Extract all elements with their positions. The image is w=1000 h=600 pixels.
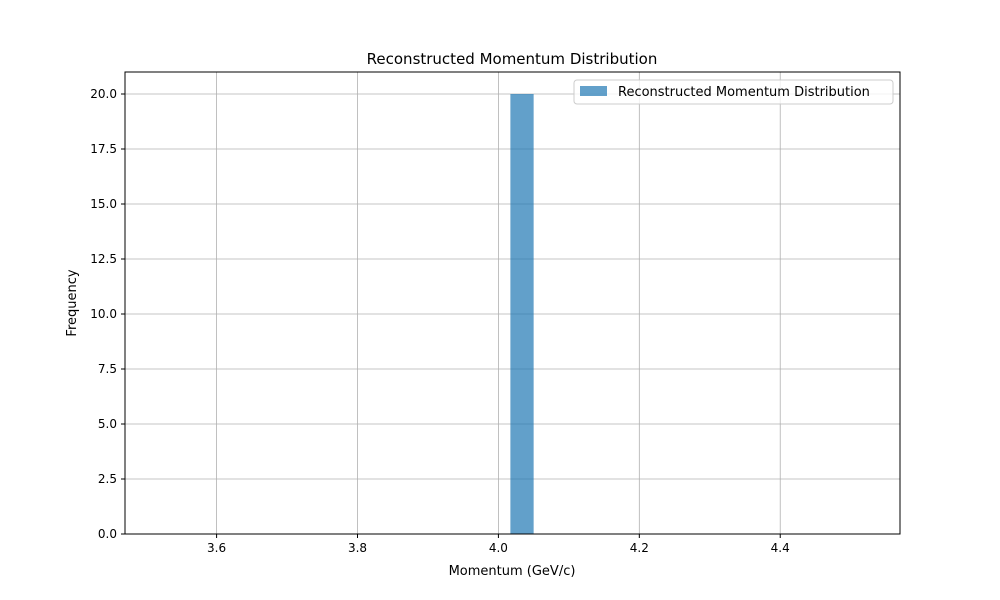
x-tick-label: 4.4 (771, 541, 790, 555)
bars-layer (510, 94, 534, 534)
y-tick-label: 0.0 (98, 527, 117, 541)
legend: Reconstructed Momentum Distribution (573, 79, 894, 105)
plot-area-frame (124, 71, 901, 535)
y-tick-label: 7.5 (98, 362, 117, 376)
y-tick-label: 2.5 (98, 472, 117, 486)
x-tick-label: 4.0 (489, 541, 508, 555)
legend-box (573, 79, 894, 105)
y-axis-ticks: 0.0 2.5 5.0 7.5 10.0 12.5 15.0 17.5 20.0 (90, 87, 125, 541)
x-tick-label: 3.8 (348, 541, 367, 555)
x-tick-label: 4.2 (630, 541, 649, 555)
legend-label: Reconstructed Momentum Distribution (618, 85, 870, 100)
y-tick-label: 12.5 (90, 252, 117, 266)
legend-swatch (580, 86, 607, 96)
chart-title: Reconstructed Momentum Distribution (367, 50, 658, 68)
y-tick-label: 15.0 (90, 197, 117, 211)
y-tick-label: 5.0 (98, 417, 117, 431)
x-axis-ticks: 3.6 3.8 4.0 4.2 4.4 (207, 534, 790, 555)
y-axis-label: Frequency (65, 269, 80, 336)
x-axis-label: Momentum (GeV/c) (449, 564, 576, 579)
y-tick-label: 10.0 (90, 307, 117, 321)
y-tick-label: 20.0 (90, 87, 117, 101)
y-tick-label: 17.5 (90, 142, 117, 156)
histogram-bar (510, 94, 534, 534)
x-tick-label: 3.6 (207, 541, 226, 555)
